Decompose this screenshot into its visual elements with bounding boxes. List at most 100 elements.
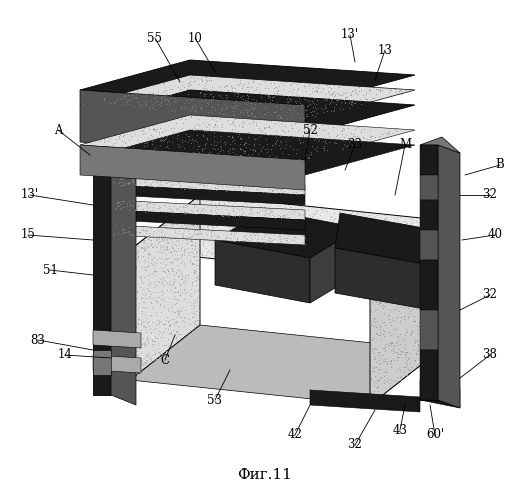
Point xyxy=(304,242,313,250)
Point xyxy=(245,140,253,148)
Point xyxy=(402,266,411,274)
Point xyxy=(410,316,418,324)
Point xyxy=(208,200,216,207)
Point xyxy=(272,107,280,115)
Point xyxy=(167,282,176,290)
Point xyxy=(348,224,357,232)
Point xyxy=(344,98,353,106)
Point xyxy=(298,235,307,243)
Point xyxy=(376,216,384,224)
Point xyxy=(376,302,384,310)
Point xyxy=(400,288,408,296)
Point xyxy=(311,210,319,218)
Point xyxy=(370,380,379,388)
Point xyxy=(208,248,217,256)
Point xyxy=(166,330,174,338)
Point xyxy=(132,294,141,302)
Point xyxy=(276,260,284,268)
Point xyxy=(135,138,143,146)
Point xyxy=(363,268,371,276)
Point xyxy=(136,326,145,334)
Point xyxy=(186,290,195,298)
Point xyxy=(166,240,175,248)
Point xyxy=(247,104,255,112)
Point xyxy=(354,133,362,141)
Point xyxy=(393,224,401,232)
Point xyxy=(142,356,150,364)
Point xyxy=(166,220,175,228)
Point xyxy=(220,244,228,252)
Point xyxy=(133,86,142,94)
Point xyxy=(259,226,268,234)
Point xyxy=(421,220,429,228)
Point xyxy=(165,280,174,288)
Point xyxy=(270,212,278,220)
Point xyxy=(222,231,231,239)
Point xyxy=(375,247,384,255)
Point xyxy=(154,248,163,256)
Point xyxy=(184,233,193,241)
Point xyxy=(151,98,159,106)
Point xyxy=(158,267,167,275)
Point xyxy=(403,282,411,290)
Point xyxy=(273,222,281,230)
Point xyxy=(310,254,318,262)
Point xyxy=(310,243,319,251)
Point xyxy=(139,142,148,150)
Point xyxy=(146,182,155,190)
Point xyxy=(190,204,199,212)
Point xyxy=(327,95,335,103)
Point xyxy=(160,234,168,241)
Point xyxy=(274,186,282,194)
Point xyxy=(165,177,173,185)
Point xyxy=(120,100,129,108)
Point xyxy=(334,232,343,240)
Point xyxy=(366,132,374,140)
Point xyxy=(329,216,337,224)
Point xyxy=(297,138,305,146)
Point xyxy=(180,244,189,252)
Point xyxy=(153,178,162,186)
Point xyxy=(161,224,169,232)
Point xyxy=(406,284,414,292)
Point xyxy=(187,300,196,308)
Point xyxy=(387,130,396,138)
Point xyxy=(119,132,128,140)
Point xyxy=(401,218,410,226)
Point xyxy=(350,132,359,140)
Point xyxy=(134,280,143,288)
Point xyxy=(417,288,425,296)
Point xyxy=(163,142,172,150)
Point xyxy=(156,102,164,110)
Point xyxy=(378,130,386,138)
Point xyxy=(193,210,202,218)
Point xyxy=(302,96,311,104)
Point xyxy=(339,237,347,245)
Point xyxy=(374,387,383,395)
Point xyxy=(144,342,153,350)
Point xyxy=(386,282,394,290)
Point xyxy=(251,146,259,154)
Point xyxy=(418,271,427,279)
Point xyxy=(170,214,179,222)
Point xyxy=(281,234,290,242)
Point xyxy=(330,103,338,111)
Point xyxy=(199,236,208,244)
Point xyxy=(385,306,394,314)
Point xyxy=(354,269,362,277)
Point xyxy=(238,208,247,216)
Point xyxy=(155,226,163,234)
Point xyxy=(208,244,217,252)
Point xyxy=(178,210,187,218)
Point xyxy=(144,281,152,289)
Point xyxy=(189,240,198,248)
Point xyxy=(422,318,431,326)
Point xyxy=(436,309,444,317)
Point xyxy=(114,198,123,206)
Point xyxy=(151,332,159,340)
Point xyxy=(250,136,259,143)
Point xyxy=(232,252,240,260)
Point xyxy=(297,236,306,244)
Point xyxy=(412,281,420,289)
Point xyxy=(164,306,172,314)
